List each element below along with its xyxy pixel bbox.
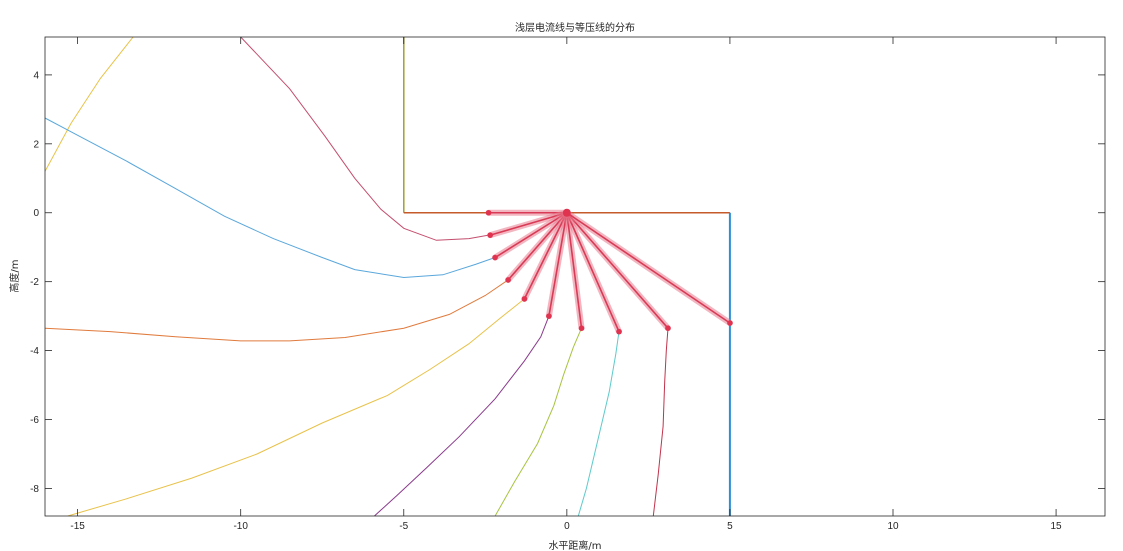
source-marker (562, 208, 571, 217)
x-tick-label-5: 10 (887, 521, 899, 532)
ray-end-marker-9 (727, 320, 733, 326)
x-tick-label-2: -5 (399, 521, 408, 532)
series-line-3 (45, 279, 509, 342)
series-line-4 (67, 298, 525, 516)
y-tick-label-3: -2 (30, 277, 39, 288)
ray-end-marker-1 (487, 232, 494, 238)
ray-end-marker-4 (521, 296, 528, 302)
series-line-6 (494, 328, 582, 516)
ray-end-marker-3 (505, 277, 511, 283)
current-ray-2 (494, 212, 568, 259)
y-tick-label-4: -4 (30, 346, 39, 357)
y-tick-label-0: 4 (33, 70, 39, 81)
ray-end-marker-0 (485, 209, 492, 216)
series-line-1 (240, 37, 489, 241)
ray-end-marker-6 (578, 325, 585, 331)
current-ray-6 (566, 212, 583, 329)
axes: -15 -10 -5 0 5 10 15 4 2 0 -2 -4 -6 -8 (30, 36, 1106, 532)
current-ray-8 (566, 212, 669, 329)
current-ray-1 (489, 211, 568, 236)
y-axis-label: 高度/m (8, 259, 21, 292)
current-ray-4 (523, 212, 568, 300)
x-tick-label-6: 15 (1051, 521, 1063, 532)
series-line-2 (45, 117, 496, 279)
current-ray-9 (566, 212, 731, 324)
ray-end-marker-5 (546, 313, 552, 319)
chart-title: 浅层电流线与等压线的分布 (515, 21, 635, 34)
ray-end-marker-8 (665, 325, 671, 331)
series-line-7 (577, 331, 620, 516)
plot-content (45, 37, 733, 516)
x-tick-label-4: 5 (727, 521, 733, 532)
x-tick-label-1: -10 (233, 521, 248, 532)
y-tick-label-2: 0 (33, 208, 39, 219)
x-axis-label: 水平距离/m (548, 539, 601, 551)
x-tick-label-3: 0 (564, 521, 570, 532)
y-tick-label-6: -8 (30, 484, 39, 495)
x-tick-label-0: -15 (70, 521, 85, 532)
series-line-8 (652, 328, 669, 516)
current-ray-5 (548, 212, 568, 317)
axes-frame (44, 36, 1106, 517)
y-tick-label-1: 2 (33, 139, 39, 150)
ray-end-marker-7 (616, 328, 622, 335)
series-line-0 (45, 37, 134, 172)
current-ray-7 (566, 212, 620, 332)
y-tick-label-5: -6 (30, 415, 39, 426)
current-ray-3 (507, 212, 568, 281)
ray-end-marker-2 (492, 254, 498, 261)
series-line-5 (374, 315, 550, 516)
